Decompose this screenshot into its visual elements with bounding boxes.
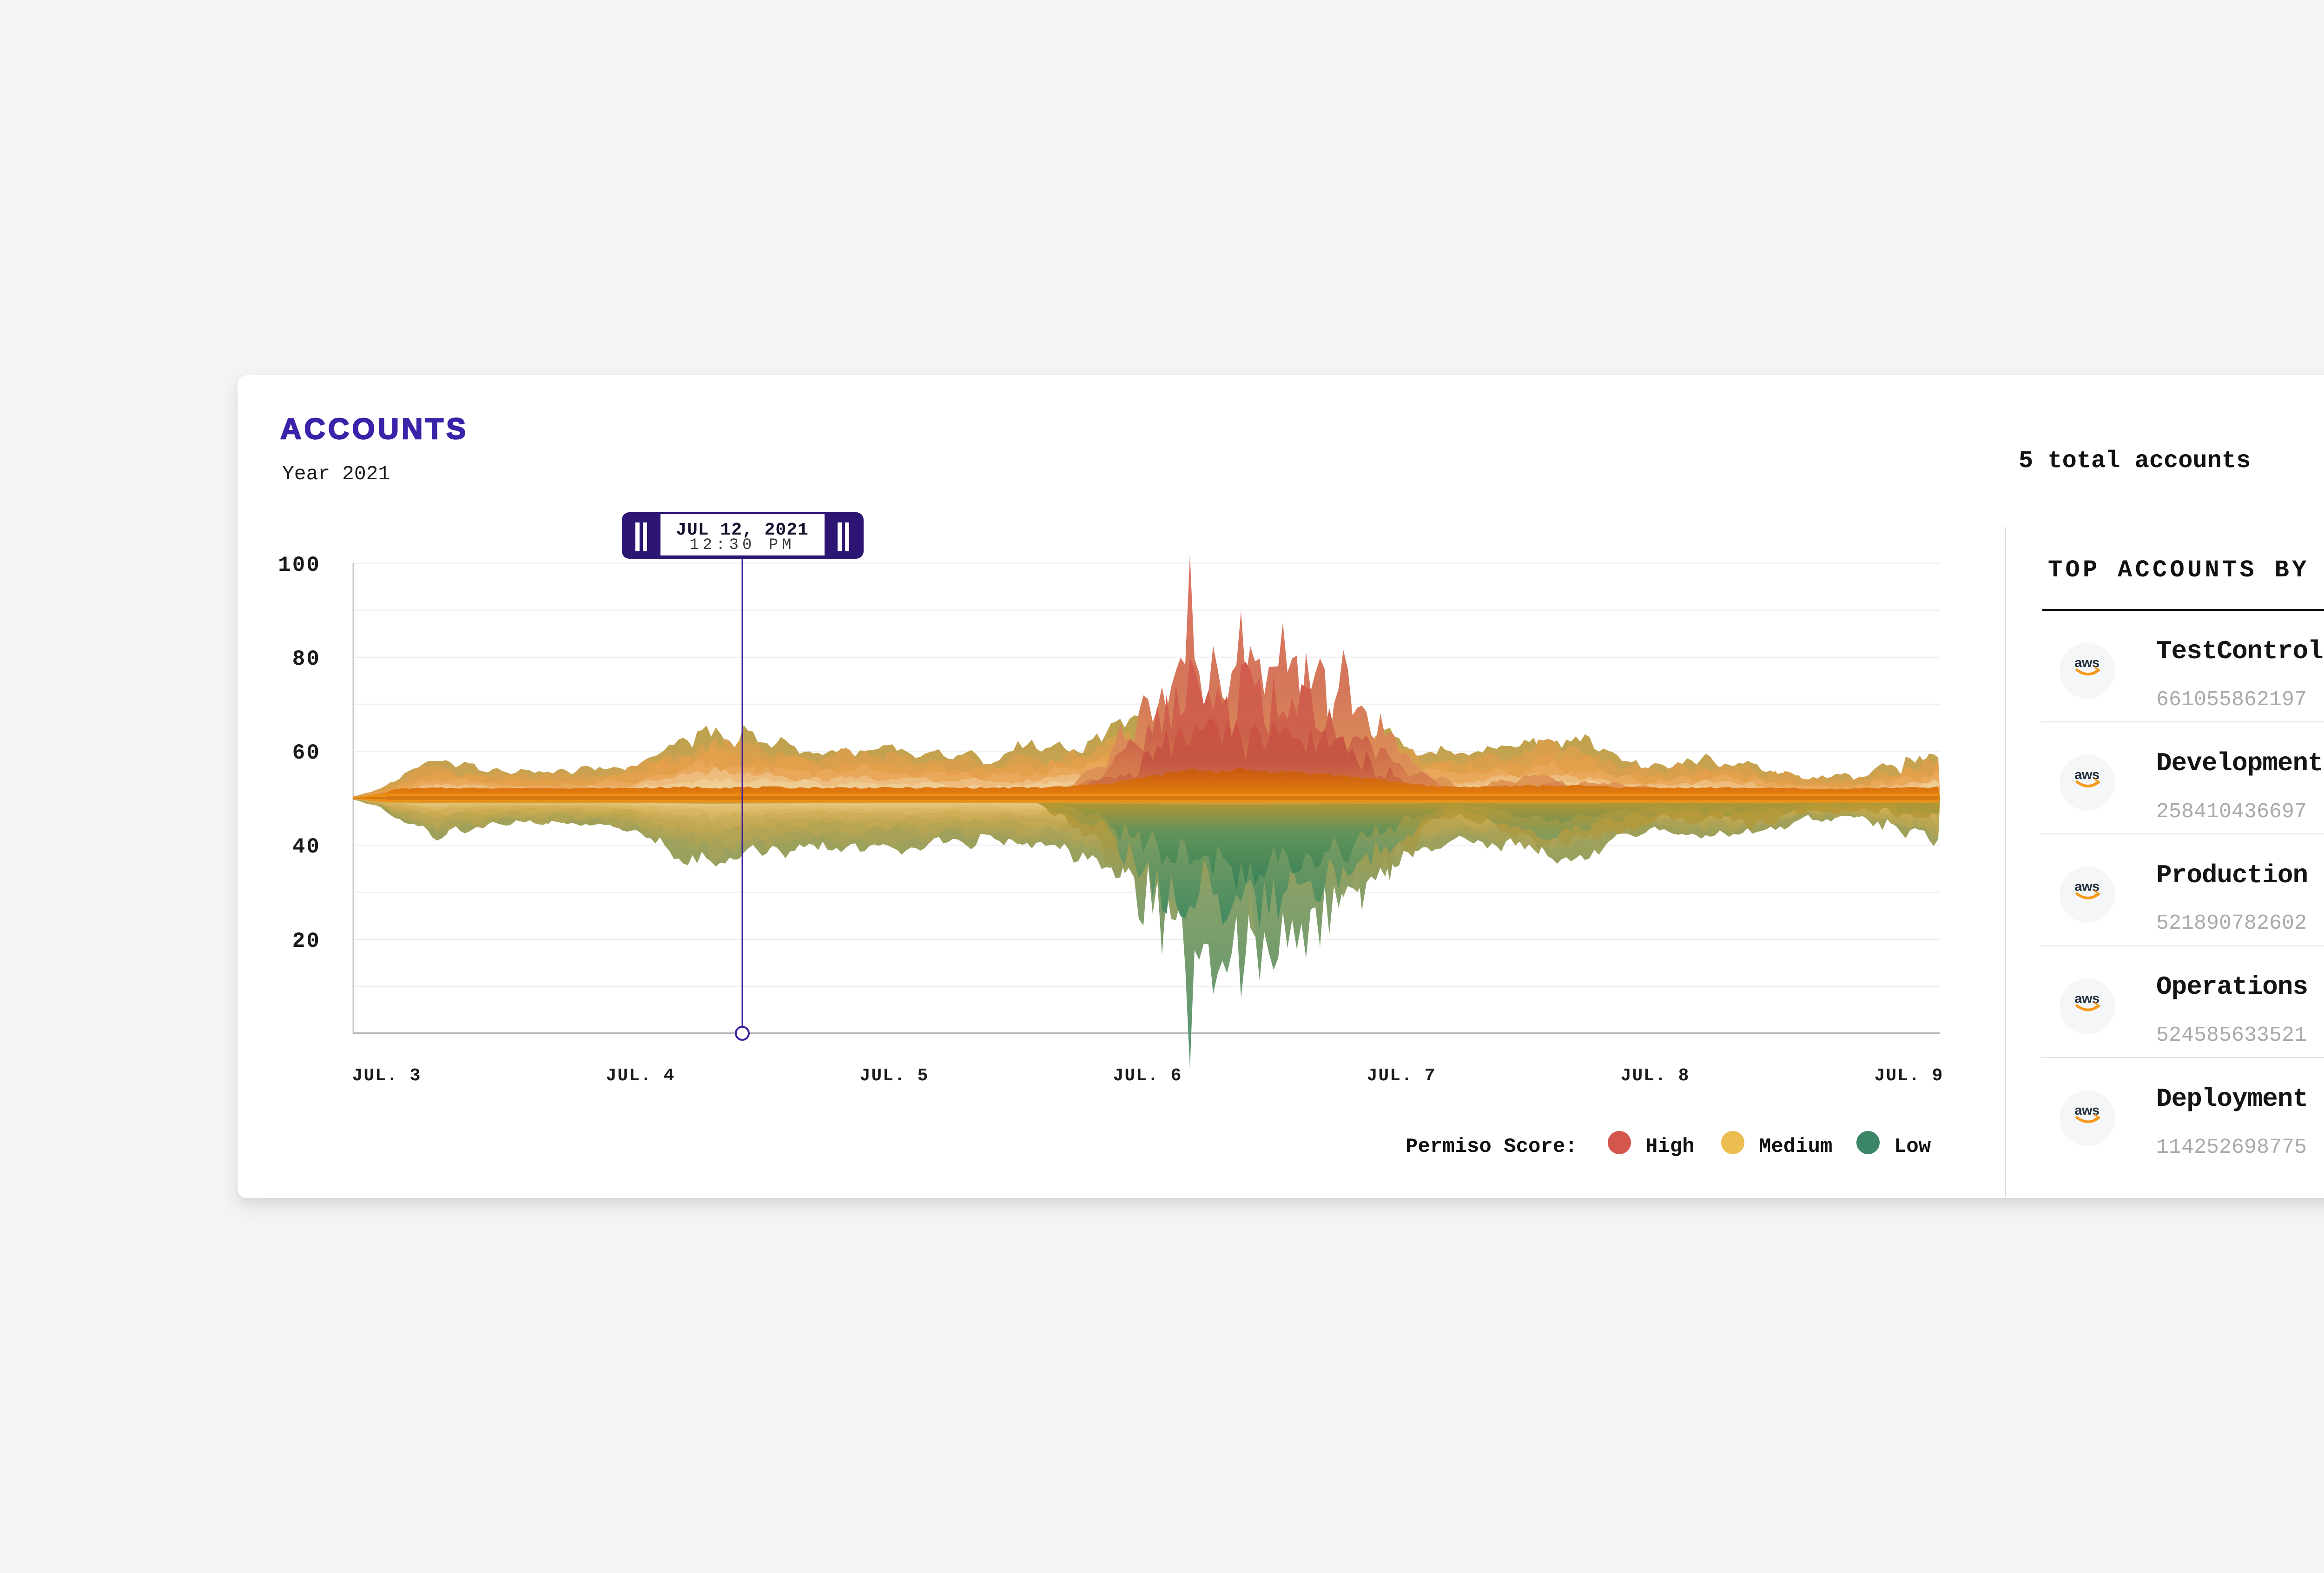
svg-text:Production: Production bbox=[2156, 860, 2308, 890]
svg-text:Medium: Medium bbox=[1759, 1135, 1832, 1158]
svg-text:100: 100 bbox=[278, 553, 321, 577]
svg-text:40: 40 bbox=[292, 835, 321, 859]
svg-text:JUL. 4: JUL. 4 bbox=[606, 1066, 675, 1086]
svg-text:High: High bbox=[1645, 1135, 1695, 1158]
svg-text:12:30 PM: 12:30 PM bbox=[689, 536, 795, 554]
svg-text:80: 80 bbox=[292, 647, 321, 671]
svg-text:Deployment: Deployment bbox=[2156, 1084, 2308, 1114]
svg-text:JUL. 3: JUL. 3 bbox=[352, 1066, 422, 1086]
svg-text:TestControl: TestControl bbox=[2156, 636, 2323, 666]
svg-text:Development: Development bbox=[2156, 748, 2323, 778]
svg-text:258410436697: 258410436697 bbox=[2156, 800, 2307, 824]
svg-text:JUL. 7: JUL. 7 bbox=[1367, 1066, 1436, 1086]
svg-text:60: 60 bbox=[292, 741, 321, 765]
svg-text:JUL. 9: JUL. 9 bbox=[1875, 1066, 1944, 1086]
svg-text:524585633521: 524585633521 bbox=[2156, 1024, 2307, 1047]
svg-text:521890782602: 521890782602 bbox=[2156, 912, 2307, 935]
svg-text:TOP ACCOUNTS BY SCORE: TOP ACCOUNTS BY SCORE bbox=[2048, 556, 2324, 584]
svg-text:JUL 12, 2021: JUL 12, 2021 bbox=[676, 520, 809, 540]
svg-text:Operations: Operations bbox=[2156, 972, 2308, 1002]
svg-text:20: 20 bbox=[292, 929, 321, 953]
svg-text:114252698775: 114252698775 bbox=[2156, 1136, 2307, 1159]
svg-text:Permiso Score:: Permiso Score: bbox=[1406, 1135, 1578, 1158]
svg-text:JUL. 8: JUL. 8 bbox=[1621, 1066, 1690, 1086]
svg-text:661055862197: 661055862197 bbox=[2156, 688, 2307, 712]
svg-text:Low: Low bbox=[1894, 1135, 1931, 1158]
svg-text:JUL. 5: JUL. 5 bbox=[860, 1066, 929, 1086]
svg-text:JUL. 6: JUL. 6 bbox=[1113, 1066, 1182, 1086]
